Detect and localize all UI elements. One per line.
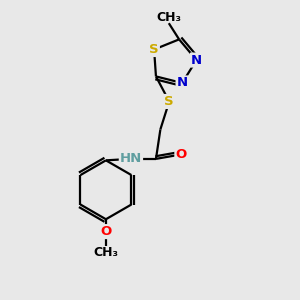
Text: S: S — [164, 95, 174, 108]
Text: O: O — [100, 225, 112, 238]
Text: S: S — [149, 43, 159, 56]
Text: HN: HN — [120, 152, 142, 165]
Text: N: N — [191, 54, 202, 67]
Text: CH₃: CH₃ — [156, 11, 181, 24]
Text: O: O — [176, 148, 187, 161]
Text: N: N — [177, 76, 188, 89]
Text: CH₃: CH₃ — [93, 246, 118, 259]
